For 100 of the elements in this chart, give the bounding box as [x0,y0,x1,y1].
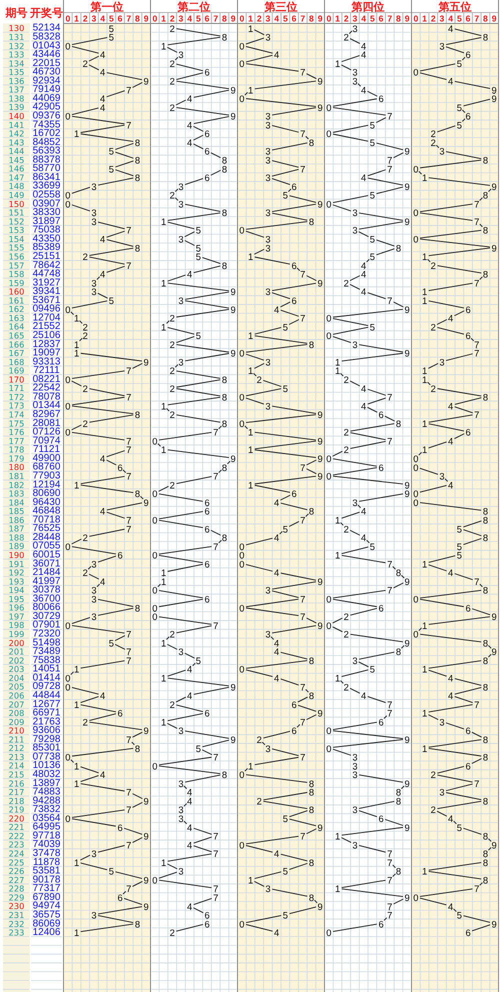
data-label: 5 [370,119,375,130]
data-label: 4 [361,40,366,52]
data-label: 7 [387,856,392,868]
text: 71121 [32,444,60,456]
text: 11878 [32,856,60,868]
data-label: 9 [492,839,497,850]
y-tick-label: 154 [8,234,24,244]
text: 07126 [32,426,61,438]
data-label: 9 [404,734,410,745]
data-label: 7 [213,540,218,552]
y-tick-label: 171 [8,383,24,394]
data-label: 8 [134,488,140,500]
text: 08221 [32,374,61,385]
text: 43350 [32,233,61,244]
data-label: 3 [352,75,358,86]
data-label: 5 [196,654,201,666]
y-tick-label: 197 [8,611,24,622]
data-label: 7 [213,883,218,894]
y-tick-label: 175 [8,418,24,428]
y-tick-label: 150 [8,198,24,209]
text: 22015 [32,58,61,69]
data-label: 1 [248,84,254,96]
text: 16702 [32,128,61,140]
text: 96430 [32,496,61,508]
data-label: 6 [204,918,210,930]
data-label: 7 [300,268,306,280]
text: 09376 [32,110,61,122]
data-label: 3 [178,778,184,789]
data-label: 8 [396,418,402,429]
data-label: 4 [100,102,106,113]
data-label: 0 [326,453,332,464]
data-label: 5 [196,224,201,236]
y-tick-label: 214 [8,760,24,771]
text: 12194 [32,479,61,490]
data-label: 2 [170,75,175,86]
data-label: 5 [196,242,201,254]
data-label: 6 [117,892,123,904]
data-label: 3 [352,804,358,816]
y-tick-label: 233 [8,928,24,938]
y-tick-label: 228 [8,884,24,894]
data-label: 6 [204,558,210,570]
data-label: 3 [265,119,271,130]
data-label: 7 [474,216,480,227]
data-label: 3 [352,760,358,772]
data-label: 8 [482,830,488,842]
data-label: 7 [126,883,132,894]
y-tick-label: 202 [8,655,24,666]
y-tick-label: 213 [8,752,24,762]
data-label: 8 [482,392,488,403]
data-label: 0 [413,496,418,508]
data-label: 5 [108,146,114,157]
data-label: 7 [126,804,132,816]
y-tick-label: 158 [8,269,24,280]
data-label: 7 [387,874,392,886]
data-label: 3 [352,66,358,78]
data-label: 8 [222,462,228,473]
data-label: 3 [91,180,97,192]
data-label: 6 [378,462,384,473]
data-label: 0 [239,769,244,780]
y-tick-label: 133 [8,50,24,60]
data-label: 0 [152,550,158,561]
text: 58770 [32,163,61,174]
y-tick-label: 192 [8,568,24,578]
y-tick-label: 139 [8,102,24,112]
data-label: 2 [430,136,436,148]
data-label: 6 [117,550,123,561]
x-tick-label: 9 [144,13,149,24]
data-label: 8 [482,734,488,745]
data-label: 7 [300,128,306,140]
data-label: 5 [282,190,288,201]
data-label: 1 [248,479,254,490]
x-tick-label: 3 [440,13,445,24]
y-axis-title: 期号 [4,6,28,20]
data-label: 7 [474,576,480,587]
text: 36071 [32,558,61,570]
data-label: 7 [300,830,306,842]
data-label: 7 [300,163,306,174]
text: 68760 [32,462,61,473]
data-label: 0 [239,224,244,236]
data-label: 0 [65,426,70,438]
data-label: 4 [100,506,106,517]
data-label: 1 [422,620,428,631]
data-label: 7 [126,839,132,850]
data-label: 5 [370,251,375,262]
data-label: 4 [274,927,280,938]
data-label: 7 [126,444,132,456]
data-label: 1 [160,637,166,648]
data-label: 4 [274,496,280,508]
data-label: 1 [334,58,340,69]
data-label: 1 [248,22,254,34]
data-label: 1 [74,856,80,868]
chart-title: 第三位 [264,0,298,14]
data-label: 1 [422,251,428,262]
y-tick-label: 161 [8,295,24,306]
data-label: 7 [474,409,480,420]
text: 70974 [32,435,61,446]
data-label: 4 [100,49,106,60]
data-label: 5 [196,330,201,342]
x-tick-label: 5 [370,13,375,24]
data-label: 7 [300,66,306,78]
